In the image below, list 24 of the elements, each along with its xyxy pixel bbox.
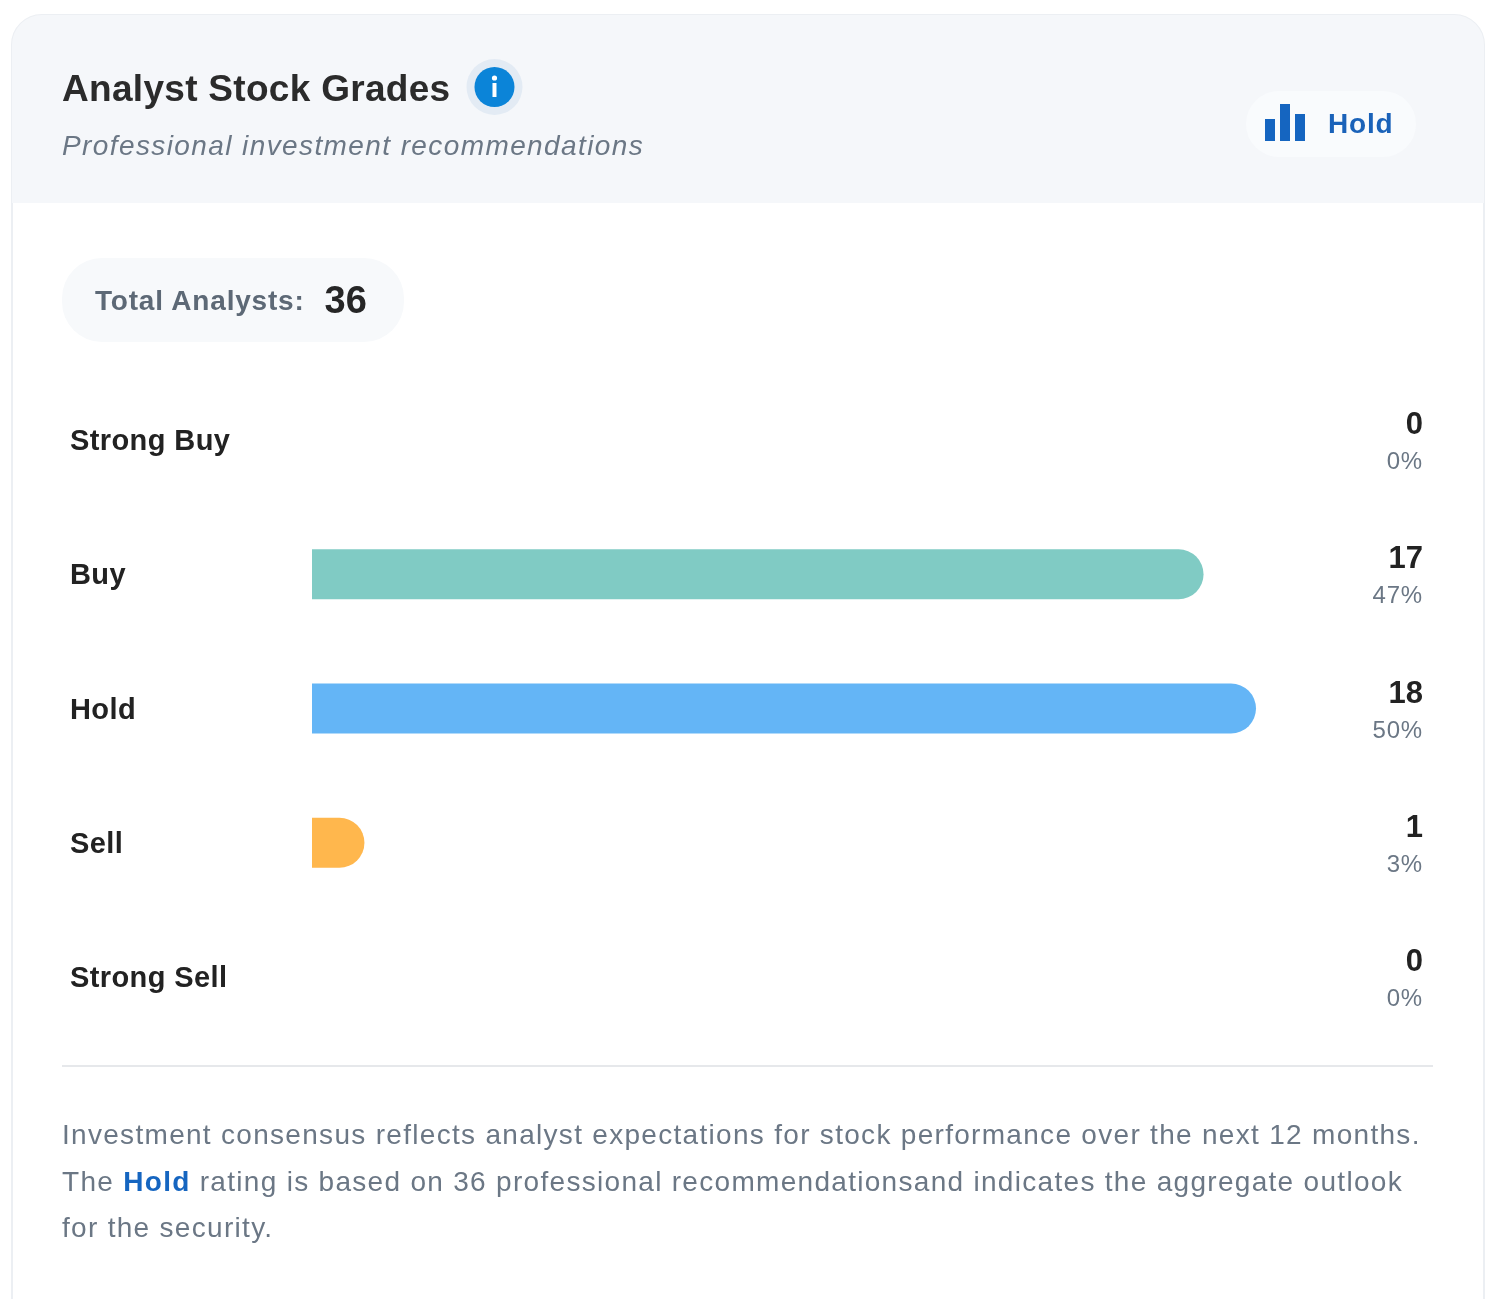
y-tick-label: Hold	[70, 692, 137, 725]
text: Investment consensus reflects analyst expectations for stock performance over the next 12 months.	[62, 1119, 1421, 1150]
data-label: 0	[1405, 943, 1423, 978]
text: rating is based on 36 professional recommendationsand indicates the aggregate outlook	[199, 1165, 1403, 1197]
text: 36	[324, 279, 367, 321]
text: for the security.	[62, 1212, 274, 1243]
chart-subtitle: Professional investment recommendations	[62, 130, 645, 161]
y-tick-label: Strong Buy	[70, 424, 231, 456]
data-label: 0	[1405, 406, 1423, 441]
text: 0%	[1386, 447, 1423, 474]
data-label: 17	[1388, 540, 1423, 576]
text: 47%	[1372, 581, 1423, 609]
text: 3%	[1386, 849, 1423, 877]
y-tick-label: Strong Sell	[70, 961, 228, 993]
y-tick-label: Sell	[70, 826, 124, 859]
text: The	[62, 1165, 115, 1197]
data-label: 1	[1405, 808, 1423, 844]
text: 50%	[1372, 715, 1423, 743]
text: 0%	[1386, 984, 1423, 1011]
text: Total Analysts:	[95, 285, 305, 316]
y-tick-label: Buy	[70, 558, 126, 591]
data-label: 18	[1388, 674, 1423, 710]
chart-title: Analyst Stock Grades	[62, 68, 451, 109]
text: Hold	[1328, 108, 1394, 139]
